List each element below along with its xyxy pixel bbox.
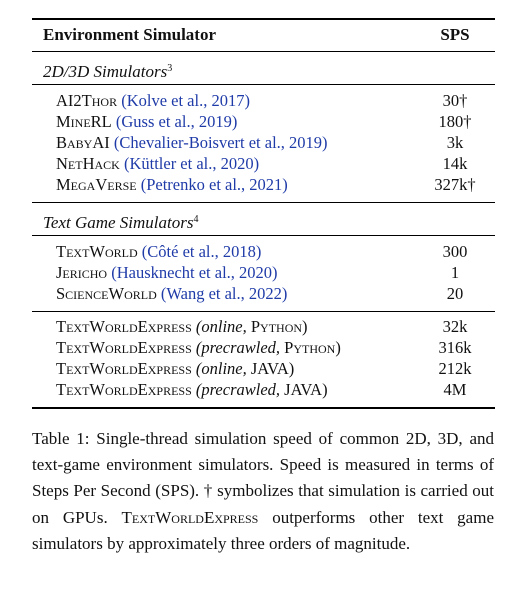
table-row: TextWorldExpress (precrawled, Python) 31… <box>56 338 472 357</box>
table-row: MegaVerse (Petrenko et al., 2021) 327k† <box>56 175 476 194</box>
table-caption: Table 1: Single-thread simulation speed … <box>32 429 494 553</box>
section-rule-2d3d <box>32 84 495 85</box>
section-rule-text-2 <box>32 235 495 236</box>
bottom-rule <box>32 407 495 409</box>
section-rule-text <box>32 202 495 203</box>
table-row: BabyAI (Chevalier-Boisvert et al., 2019)… <box>56 133 464 152</box>
top-rule <box>32 18 495 20</box>
header-environment-simulator: Environment Simulator <box>43 25 217 44</box>
table-row: ScienceWorld (Wang et al., 2022) 20 <box>56 284 464 303</box>
header-sps: SPS <box>440 25 470 44</box>
table-row: Jericho (Hausknecht et al., 2020) 1 <box>56 263 460 282</box>
table-row: TextWorldExpress (precrawled, JAVA) 4M <box>56 380 467 399</box>
table-row: TextWorldExpress (online, Python) 32k <box>56 317 468 336</box>
table-row: TextWorldExpress (online, JAVA) 212k <box>56 359 472 378</box>
table-header-row: Environment Simulator SPS <box>32 25 495 45</box>
table-row: TextWorld (Côté et al., 2018) 300 <box>56 242 468 261</box>
table-row: NetHack (Küttler et al., 2020) 14k <box>56 154 468 173</box>
twe-rule <box>32 311 495 312</box>
table-row: AI2Thor (Kolve et al., 2017) 30† <box>56 91 468 110</box>
header-rule <box>32 51 495 52</box>
section-title-text-game: Text Game Simulators4 <box>43 213 199 232</box>
section-title-2d3d: 2D/3D Simulators3 <box>43 62 173 81</box>
table-row: MineRL (Guss et al., 2019) 180† <box>56 112 472 131</box>
